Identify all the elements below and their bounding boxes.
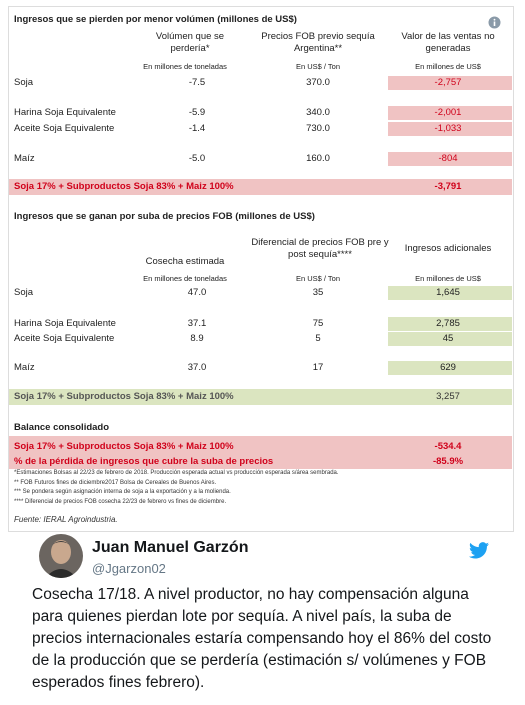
row-label: Aceite Soja Equivalente	[14, 123, 115, 134]
cell-value: -2,757	[434, 77, 462, 88]
cell-value: 160.0	[306, 153, 330, 164]
source: Fuente: IERAL Agroindustria.	[14, 515, 118, 524]
cell-value: 47.0	[187, 287, 207, 298]
footnote: **** Diferencial de precios FOB cosecha …	[14, 498, 227, 505]
cell-value: 2,785	[436, 318, 460, 329]
cell-value: -2,001	[434, 107, 462, 118]
row-label: Soja	[14, 287, 34, 298]
unit-label: En millones de toneladas	[143, 62, 227, 71]
cell-value: 629	[440, 362, 456, 373]
cell-value: -804	[438, 153, 458, 164]
cell-value: 340.0	[306, 107, 330, 118]
balance-label: Soja 17% + Subproductos Soja 83% + Maiz …	[14, 441, 234, 452]
balance-value: -534.4	[434, 441, 462, 452]
total-label: Soja 17% + Subproductos Soja 83% + Maiz …	[14, 391, 234, 402]
highlight	[388, 361, 512, 375]
highlight	[388, 317, 512, 331]
column-header: Precios FOB previo sequía Argentina**	[261, 31, 375, 54]
cell-value: 730.0	[306, 123, 330, 134]
footnote: *Estimaciones Bolsas al 22/23 de febrero…	[14, 470, 339, 476]
row-label: Maíz	[14, 362, 35, 373]
footnote: *** Se pondera según asignación interna …	[14, 489, 231, 495]
author-name: Juan Manuel Garzón	[92, 539, 249, 556]
total-label: Soja 17% + Subproductos Soja 83% + Maiz …	[14, 181, 234, 192]
cell-value: 45	[442, 333, 454, 344]
unit-label: En US$ / Ton	[295, 62, 341, 71]
section-title: Balance consolidado	[14, 422, 110, 433]
cell-value: 370.0	[306, 77, 330, 88]
row-label: Soja	[14, 77, 34, 88]
balance-label: % de la pérdida de ingresos que cubre la…	[14, 456, 274, 467]
row-label: Aceite Soja Equivalente	[14, 333, 115, 344]
unit-label: En US$ / Ton	[295, 274, 341, 283]
cell-value: 1,645	[436, 287, 460, 298]
highlight	[388, 286, 512, 300]
row-label: Harina Soja Equivalente	[14, 318, 116, 329]
column-header: Valor de las ventas no generadas	[401, 31, 495, 54]
section-title: Ingresos que se pierden por menor volúme…	[14, 14, 297, 25]
highlight	[388, 332, 512, 346]
tweet-text: Cosecha 17/18. A nivel productor, no hay…	[32, 586, 492, 691]
highlight	[388, 122, 512, 136]
cell-value: 17	[312, 362, 324, 373]
highlight	[388, 152, 512, 166]
unit-label: En millones de toneladas	[143, 274, 227, 283]
cell-value: 8.9	[190, 333, 204, 344]
cell-value: -7.5	[188, 77, 206, 88]
footnote: ** FOB Futuros fines de diciembre2017 Bo…	[14, 479, 217, 486]
highlight	[388, 106, 512, 120]
info-icon[interactable]	[488, 16, 501, 29]
highlight	[9, 389, 512, 405]
column-header: Volúmen que se perdería*	[155, 31, 225, 54]
cell-value: 75	[312, 318, 324, 329]
balance-value: -85.9%	[432, 456, 464, 467]
cell-value: 37.0	[187, 362, 207, 373]
cell-value: -5.0	[188, 153, 206, 164]
twitter-logo[interactable]	[469, 542, 489, 559]
row-label: Maíz	[14, 153, 35, 164]
highlight	[9, 179, 512, 195]
section-title: Ingresos que se ganan por suba de precio…	[14, 211, 315, 222]
highlight	[388, 76, 512, 90]
row-label: Harina Soja Equivalente	[14, 107, 116, 118]
column-header: Diferencial de precios FOB pre y post se…	[251, 237, 389, 260]
total-value: -3,791	[434, 181, 462, 192]
cell-value: -5.9	[188, 107, 206, 118]
column-header: Ingresos adicionales	[404, 243, 492, 254]
highlight	[9, 436, 512, 469]
total-value: 3,257	[436, 391, 460, 402]
cell-value: -1,033	[434, 123, 462, 134]
author-handle: @Jgarzon02	[92, 561, 166, 576]
cell-value: 35	[312, 287, 324, 298]
cell-value: 5	[315, 333, 321, 344]
cell-value: -1.4	[188, 123, 206, 134]
column-header: Cosecha estimada	[145, 256, 225, 267]
unit-label: En millones de US$	[415, 274, 481, 283]
avatar[interactable]	[39, 534, 83, 578]
unit-label: En millones de US$	[415, 62, 481, 71]
cell-value: 37.1	[187, 318, 207, 329]
